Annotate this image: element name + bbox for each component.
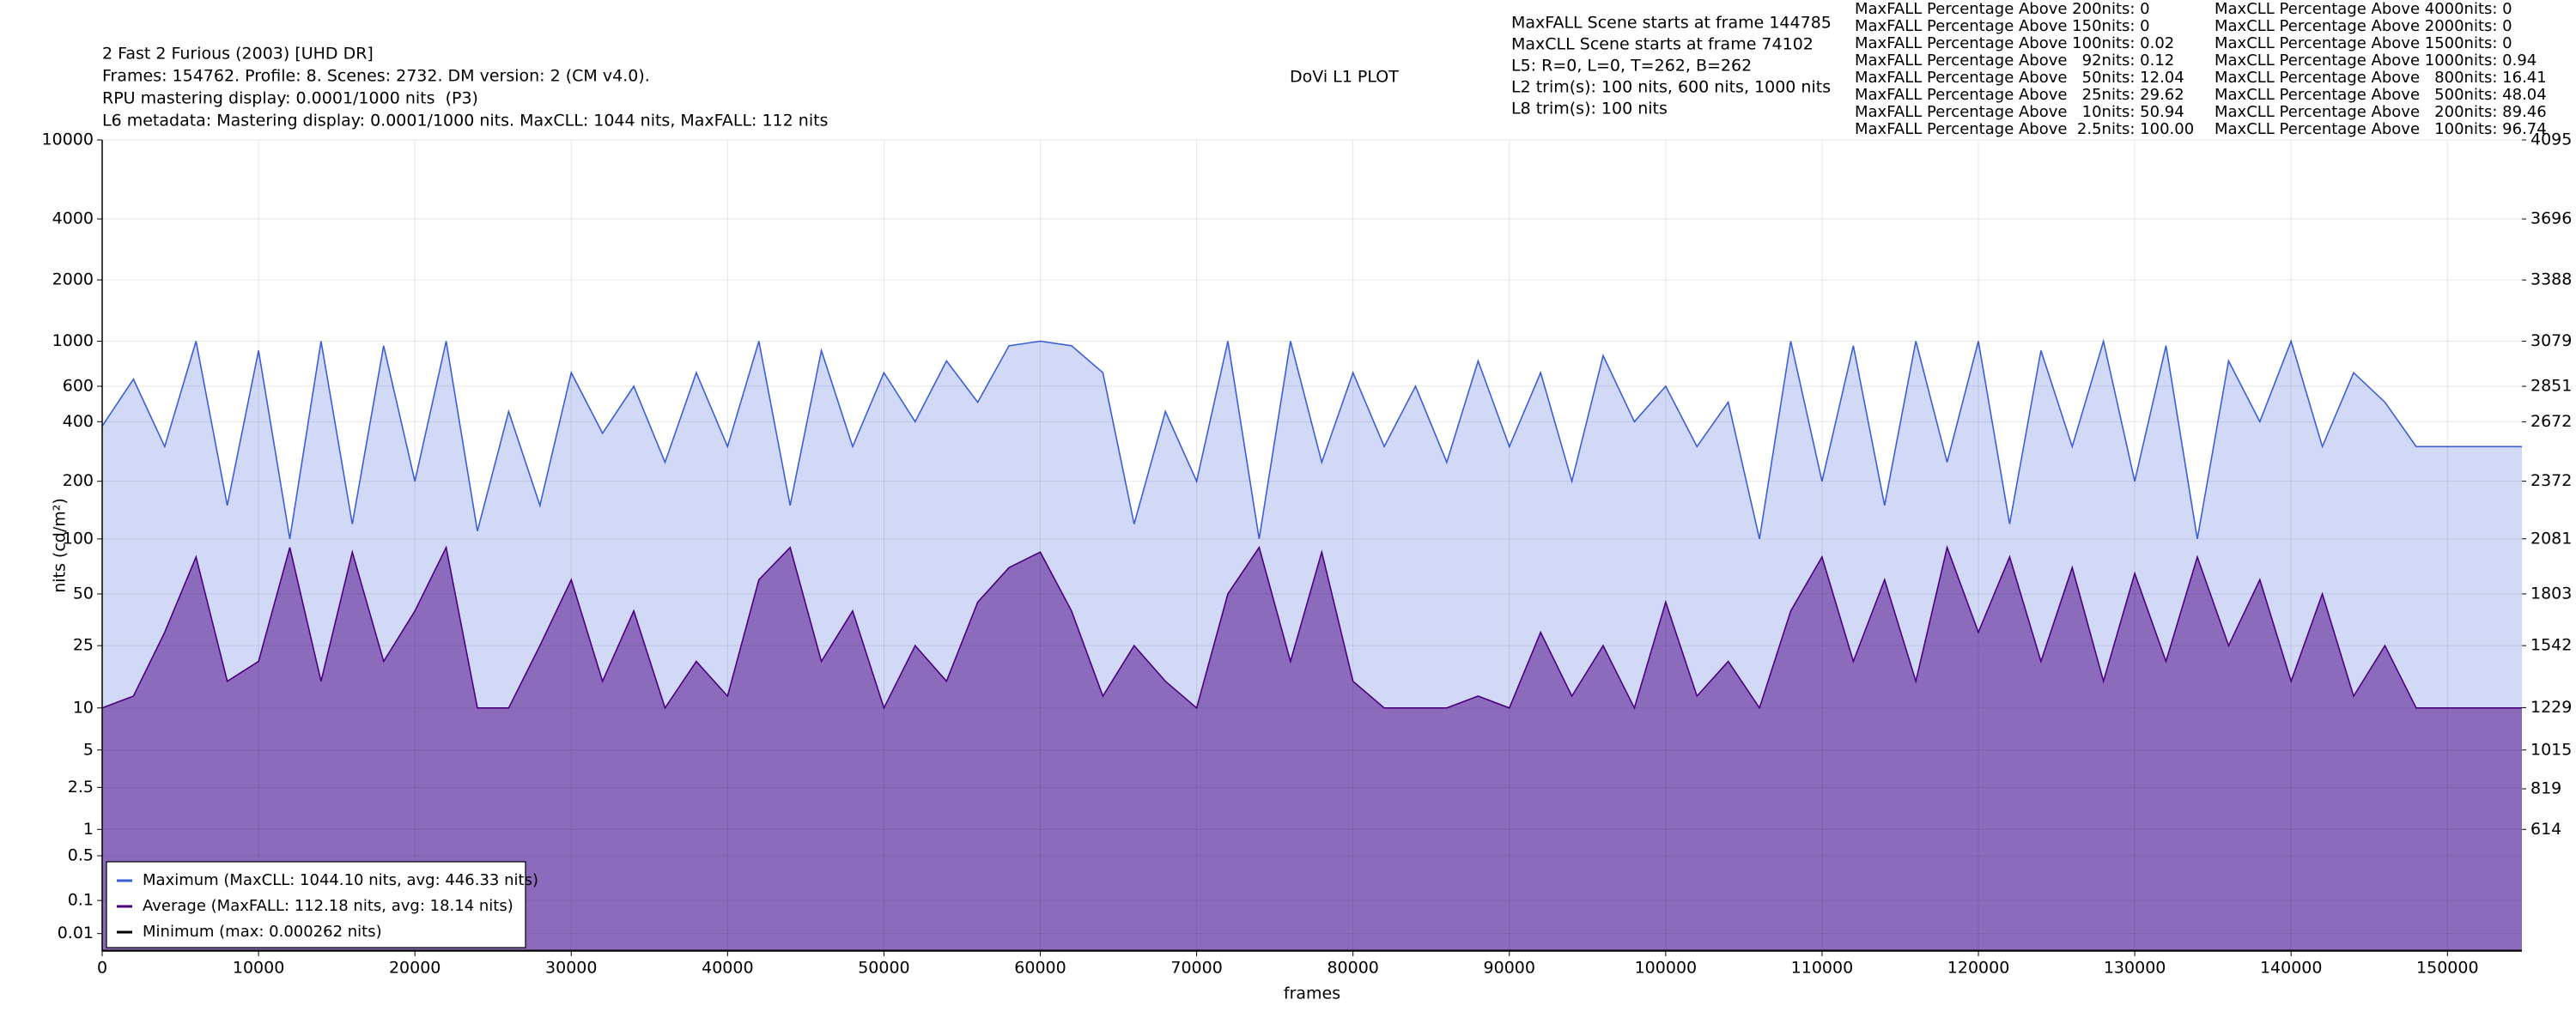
y-axis-label: nits (cd/m²) xyxy=(51,498,70,593)
y-tick-label: 100 xyxy=(63,529,94,548)
x-tick-label: 100000 xyxy=(1635,959,1698,978)
x-tick-label: 140000 xyxy=(2260,959,2323,978)
y-tick-label: 400 xyxy=(63,412,94,431)
legend-label: Minimum (max: 0.000262 nits) xyxy=(143,923,382,941)
y-tick-label: 10 xyxy=(73,698,94,717)
maxcll-stat: MaxCLL Percentage Above 4000nits: 0 xyxy=(2215,0,2512,18)
x-tick-label: 130000 xyxy=(2104,959,2166,978)
scene-line: L2 trim(s): 100 nits, 600 nits, 1000 nit… xyxy=(1511,78,1831,97)
y2-tick-label: 2672 xyxy=(2530,412,2572,431)
y2-tick-label: 2081 xyxy=(2530,529,2572,548)
x-tick-label: 150000 xyxy=(2416,959,2479,978)
y-tick-label: 0.01 xyxy=(58,924,94,942)
y2-tick-label: 614 xyxy=(2530,820,2561,839)
y-tick-label: 5 xyxy=(83,740,94,759)
scene-line: L5: R=0, L=0, T=262, B=262 xyxy=(1511,57,1752,76)
scene-line: MaxCLL Scene starts at frame 74102 xyxy=(1511,35,1814,54)
y-tick-label: 50 xyxy=(73,584,94,603)
scene-line: MaxFALL Scene starts at frame 144785 xyxy=(1511,14,1832,33)
plot-area xyxy=(102,338,2522,951)
series-line xyxy=(102,338,2522,540)
maxcll-stat: MaxCLL Percentage Above 2000nits: 0 xyxy=(2215,17,2512,35)
maxfall-stat: MaxFALL Percentage Above 25nits: 29.62 xyxy=(1855,86,2184,104)
y2-tick-label: 2851 xyxy=(2530,377,2572,396)
y-tick-label: 10000 xyxy=(42,130,94,149)
x-tick-label: 50000 xyxy=(858,959,909,978)
info-line: Frames: 154762. Profile: 8. Scenes: 2732… xyxy=(102,67,650,86)
x-tick-label: 10000 xyxy=(233,959,284,978)
y2-tick-label: 1803 xyxy=(2530,584,2572,603)
maxcll-stat: MaxCLL Percentage Above 200nits: 89.46 xyxy=(2215,103,2547,121)
maxfall-stat: MaxFALL Percentage Above 200nits: 0 xyxy=(1855,0,2150,18)
maxcll-stat: MaxCLL Percentage Above 500nits: 48.04 xyxy=(2215,86,2547,104)
x-tick-label: 110000 xyxy=(1791,959,1854,978)
maxfall-stat: MaxFALL Percentage Above 2.5nits: 100.00 xyxy=(1855,120,2194,138)
y2-tick-label: 4095 xyxy=(2530,130,2572,149)
x-axis-label: frames xyxy=(1284,985,1340,1003)
legend-box xyxy=(106,861,526,948)
y-tick-label: 2.5 xyxy=(68,778,94,797)
x-tick-label: 120000 xyxy=(1947,959,2010,978)
x-tick-label: 30000 xyxy=(545,959,597,978)
y2-tick-label: 1542 xyxy=(2530,636,2572,655)
maxcll-stat: MaxCLL Percentage Above 1500nits: 0 xyxy=(2215,34,2512,52)
chart-title: DoVi L1 PLOT xyxy=(1290,68,1399,87)
maxcll-stat: MaxCLL Percentage Above 1000nits: 0.94 xyxy=(2215,52,2537,70)
maxfall-stat: MaxFALL Percentage Above 50nits: 12.04 xyxy=(1855,69,2184,87)
info-line: L6 metadata: Mastering display: 0.0001/1… xyxy=(102,112,828,130)
y-tick-label: 2000 xyxy=(52,270,94,289)
y2-tick-label: 1229 xyxy=(2530,698,2572,717)
maxfall-stat: MaxFALL Percentage Above 100nits: 0.02 xyxy=(1855,34,2174,52)
y2-tick-label: 819 xyxy=(2530,779,2561,798)
y-tick-label: 0.5 xyxy=(68,846,94,865)
x-tick-label: 90000 xyxy=(1484,959,1535,978)
y-tick-label: 600 xyxy=(63,377,94,396)
y-tick-label: 4000 xyxy=(52,209,94,228)
y2-tick-label: 1015 xyxy=(2530,740,2572,759)
legend-label: Average (MaxFALL: 112.18 nits, avg: 18.1… xyxy=(143,897,513,915)
info-line: RPU mastering display: 0.0001/1000 nits … xyxy=(102,89,478,108)
y-tick-label: 1000 xyxy=(52,331,94,350)
y2-tick-label: 3388 xyxy=(2530,270,2572,289)
x-tick-label: 40000 xyxy=(702,959,753,978)
x-tick-label: 70000 xyxy=(1170,959,1222,978)
maxfall-stat: MaxFALL Percentage Above 10nits: 50.94 xyxy=(1855,103,2184,121)
info-line: 2 Fast 2 Furious (2003) [UHD DR] xyxy=(102,45,374,64)
y-tick-label: 1 xyxy=(83,820,94,839)
x-tick-label: 20000 xyxy=(389,959,440,978)
x-tick-label: 80000 xyxy=(1327,959,1378,978)
y-tick-label: 25 xyxy=(73,636,94,655)
y2-tick-label: 3079 xyxy=(2530,331,2572,350)
x-tick-label: 60000 xyxy=(1014,959,1066,978)
series-line xyxy=(102,545,2522,710)
y-tick-label: 200 xyxy=(63,471,94,490)
x-tick-label: 0 xyxy=(97,959,107,978)
maxfall-stat: MaxFALL Percentage Above 92nits: 0.12 xyxy=(1855,52,2174,70)
y2-tick-label: 3696 xyxy=(2530,209,2572,228)
legend-label: Maximum (MaxCLL: 1044.10 nits, avg: 446.… xyxy=(143,871,538,889)
y2-tick-label: 2372 xyxy=(2530,471,2572,490)
maxfall-stat: MaxFALL Percentage Above 150nits: 0 xyxy=(1855,17,2150,35)
maxcll-stat: MaxCLL Percentage Above 800nits: 16.41 xyxy=(2215,69,2547,87)
maxcll-stat: MaxCLL Percentage Above 100nits: 96.74 xyxy=(2215,120,2547,138)
y-tick-label: 0.1 xyxy=(68,891,94,910)
series-area xyxy=(102,547,2522,951)
scene-line: L8 trim(s): 100 nits xyxy=(1511,100,1668,118)
